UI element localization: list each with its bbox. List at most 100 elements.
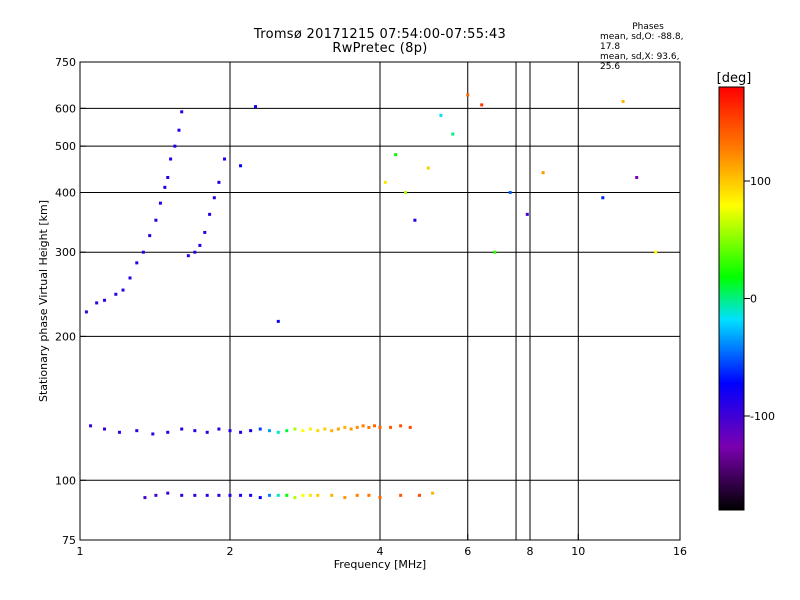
data-point [361,424,365,428]
data-point [601,196,605,200]
data-point [193,429,197,433]
data-point [439,113,443,117]
data-point [84,310,88,314]
data-point [466,93,470,97]
data-point [293,427,297,431]
data-points [84,93,658,500]
data-point [285,429,289,433]
data-point [249,429,253,433]
data-point [267,493,271,497]
data-point [95,301,99,305]
data-point [408,425,412,429]
colorbar: [deg] 100 0 -100 [717,71,775,511]
data-point [367,493,371,497]
data-point [212,196,216,200]
grid-lines [80,62,680,540]
data-point [373,424,377,428]
data-point [276,493,280,497]
data-point [143,496,147,500]
data-point [205,493,209,497]
data-point [158,201,162,205]
y-axis-label: Stationary phase Virtual Height [km] [37,200,50,402]
x-tick-label: 10 [571,545,585,558]
data-point [203,230,207,234]
x-tick-label: 16 [673,545,687,558]
data-point [378,496,382,500]
data-point [541,171,545,175]
x-tick-label: 2 [227,545,234,558]
data-point [301,429,305,433]
data-point [239,164,243,168]
x-tick-label: 4 [377,545,384,558]
data-point [223,157,227,161]
data-point [399,424,403,428]
data-point [89,424,93,428]
data-point [135,429,139,433]
data-point [154,218,158,222]
data-point [217,180,221,184]
data-point [148,234,152,238]
data-point [177,128,181,132]
y-tick-label: 400 [55,186,76,199]
data-point [451,132,455,136]
data-point [228,429,232,433]
data-point [239,430,243,434]
y-tick-label: 100 [55,474,76,487]
data-point [141,250,145,254]
data-point [285,493,289,497]
data-point [258,427,262,431]
data-point [426,166,430,170]
data-point [316,429,320,433]
data-point [367,425,371,429]
data-point [413,218,417,222]
y-axis: 75 100 200 300 400 500 600 750 [55,56,86,547]
data-point [163,185,167,189]
colorbar-tick-label: 100 [750,175,771,188]
data-point [166,430,170,434]
data-point [378,425,382,429]
data-point [508,190,512,194]
data-point [103,427,107,431]
data-point [383,180,387,184]
data-point [169,157,173,161]
data-point [635,175,639,179]
data-point [403,190,407,194]
data-point [217,427,221,431]
data-point [198,243,202,247]
data-point [293,496,297,500]
chart-title: Tromsø 20171215 07:54:00-07:55:43 [253,27,507,42]
colorbar-tick-label: 0 [750,293,757,306]
phases-box: Phases mean, sd,O: -88.8, 17.8 mean, sd,… [600,22,696,72]
data-point [114,292,118,296]
data-point [336,427,340,431]
data-point [308,427,312,431]
data-point [343,425,347,429]
data-point [525,212,529,216]
data-point [249,493,253,497]
data-point [173,144,177,148]
phases-box-line-o: mean, sd,O: -88.8, 17.8 [600,32,684,52]
data-point [431,491,435,495]
data-point [117,430,121,434]
data-point [343,496,347,500]
data-point [316,493,320,497]
data-point [193,493,197,497]
data-point [621,100,625,104]
data-point [258,496,262,500]
data-point [205,430,209,434]
x-tick-label: 6 [464,545,471,558]
data-point [166,175,170,179]
data-point [135,261,139,265]
y-tick-label: 200 [55,330,76,343]
data-point [151,432,155,436]
data-point [103,298,107,302]
data-point [308,493,312,497]
data-point [323,427,327,431]
data-point [186,254,190,258]
y-tick-label: 300 [55,246,76,259]
data-point [330,429,334,433]
data-point [389,425,393,429]
data-point [180,110,184,114]
data-point [180,493,184,497]
